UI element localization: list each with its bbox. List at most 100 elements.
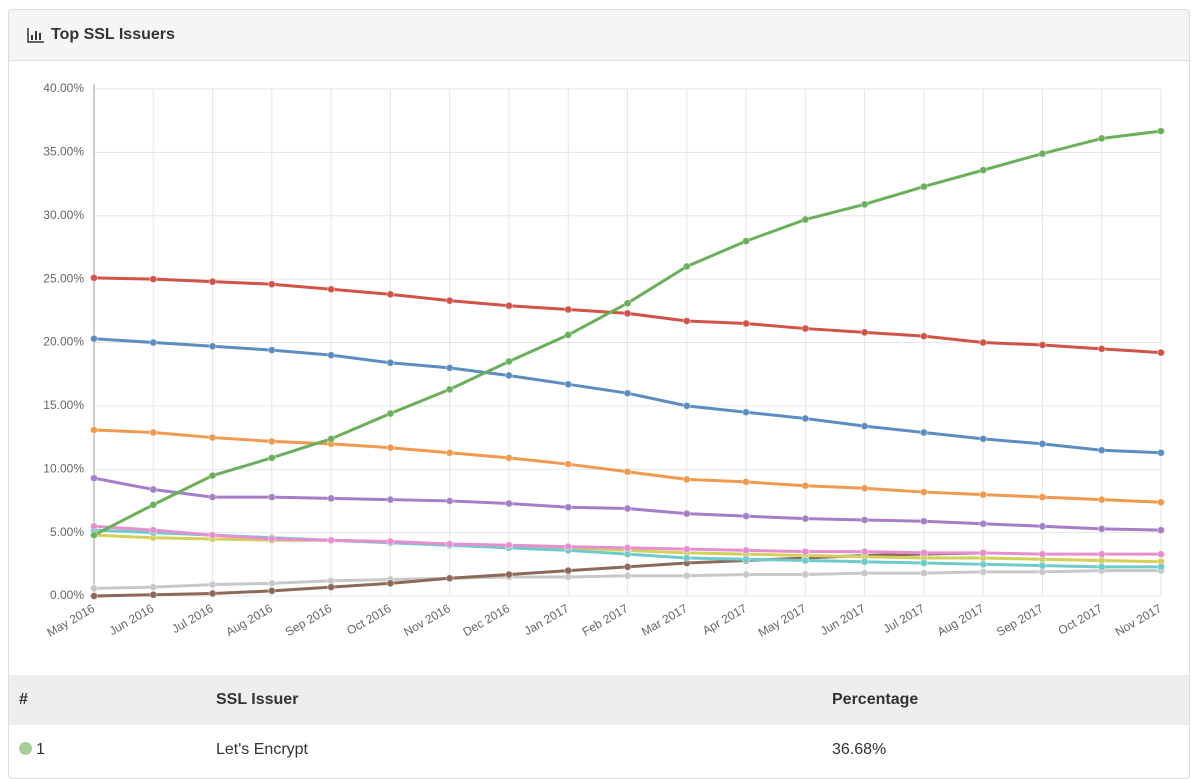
data-point <box>623 389 632 398</box>
data-point <box>445 540 454 549</box>
data-point <box>1097 495 1106 504</box>
data-point <box>208 342 217 351</box>
data-point <box>267 493 276 502</box>
data-point <box>682 571 691 580</box>
data-point <box>860 515 869 524</box>
data-point <box>267 579 276 588</box>
panel-header: Top SSL Issuers <box>9 10 1189 61</box>
data-point <box>979 560 988 569</box>
data-point <box>1097 550 1106 559</box>
data-point <box>386 443 395 452</box>
x-tick-label: Feb 2017 <box>580 601 631 639</box>
issuer-cell: Let's Encrypt <box>216 741 308 758</box>
column-header: SSL Issuer <box>216 691 299 708</box>
data-point <box>267 586 276 595</box>
data-point <box>742 319 751 328</box>
data-point <box>90 334 98 343</box>
data-point <box>979 338 988 347</box>
y-tick-label: 20.00% <box>43 335 84 349</box>
color-dot <box>19 742 32 755</box>
data-point <box>1038 550 1047 559</box>
data-point <box>386 290 395 299</box>
data-point <box>682 475 691 484</box>
data-point <box>90 531 98 540</box>
data-point <box>564 330 573 339</box>
data-point <box>267 280 276 289</box>
data-point <box>90 474 98 483</box>
data-point <box>801 514 810 523</box>
data-point <box>860 547 869 556</box>
data-point <box>682 316 691 325</box>
data-point <box>564 380 573 389</box>
data-point <box>504 301 513 310</box>
data-point <box>208 589 217 598</box>
data-point <box>623 543 632 552</box>
data-point <box>1157 562 1165 571</box>
data-point <box>682 401 691 410</box>
data-point <box>742 570 751 579</box>
data-point <box>327 434 336 443</box>
data-point <box>327 351 336 360</box>
data-point <box>979 548 988 557</box>
data-point <box>742 512 751 521</box>
table-header: # SSL Issuer Percentage <box>9 675 1189 725</box>
data-point <box>801 215 810 224</box>
x-tick-label: Mar 2017 <box>639 601 690 639</box>
data-point <box>860 328 869 337</box>
data-point <box>1097 524 1106 533</box>
table-row[interactable]: 1 Let's Encrypt 36.68% <box>9 725 1189 775</box>
x-tick-label: Aug 2016 <box>223 601 275 639</box>
data-point <box>1157 127 1165 136</box>
y-tick-label: 10.00% <box>43 461 84 475</box>
data-point <box>445 385 454 394</box>
data-point <box>801 481 810 490</box>
data-point <box>327 285 336 294</box>
data-point <box>208 580 217 589</box>
data-point <box>267 453 276 462</box>
data-point <box>149 275 158 284</box>
column-header: Percentage <box>832 691 919 708</box>
data-point <box>1038 522 1047 531</box>
data-point <box>564 566 573 575</box>
data-point <box>327 536 336 545</box>
data-point <box>623 562 632 571</box>
data-point <box>919 488 928 497</box>
data-point <box>208 471 217 480</box>
data-point <box>801 547 810 556</box>
y-tick-label: 5.00% <box>50 525 84 539</box>
y-tick-label: 25.00% <box>43 271 84 285</box>
data-point <box>919 569 928 578</box>
x-tick-label: Sep 2017 <box>994 601 1046 639</box>
data-point <box>801 414 810 423</box>
x-tick-label: Jun 2016 <box>107 601 157 638</box>
data-point <box>90 273 98 282</box>
y-tick-label: 40.00% <box>43 81 84 95</box>
data-point <box>504 371 513 380</box>
data-point <box>623 299 632 308</box>
data-point <box>149 485 158 494</box>
x-tick-label: Apr 2017 <box>700 601 749 638</box>
data-point <box>564 503 573 512</box>
data-point <box>149 590 158 599</box>
data-point <box>1038 561 1047 570</box>
data-point <box>742 408 751 417</box>
data-point <box>445 448 454 457</box>
data-point <box>267 534 276 543</box>
x-tick-label: May 2017 <box>756 601 809 640</box>
data-point <box>1038 149 1047 158</box>
data-point <box>90 592 98 600</box>
data-point <box>90 425 98 434</box>
data-point <box>1038 439 1047 448</box>
x-tick-label: Jul 2017 <box>881 601 928 636</box>
data-point <box>564 460 573 469</box>
data-point <box>327 494 336 503</box>
x-tick-label: Jun 2017 <box>818 601 868 638</box>
data-point <box>860 569 869 578</box>
data-point <box>801 556 810 565</box>
data-point <box>504 570 513 579</box>
data-point <box>504 453 513 462</box>
x-tick-label: Jul 2016 <box>169 601 216 636</box>
data-point <box>327 583 336 592</box>
x-tick-label: Nov 2016 <box>401 601 453 639</box>
